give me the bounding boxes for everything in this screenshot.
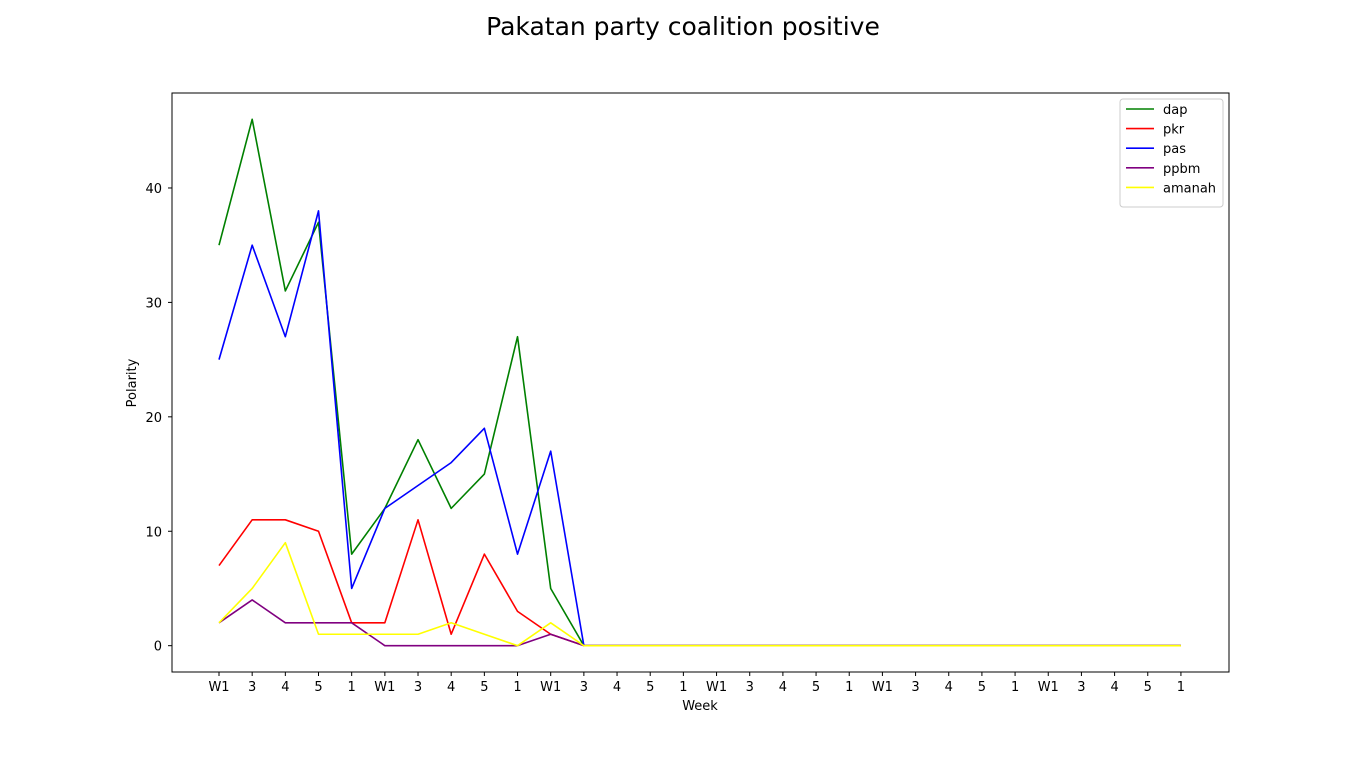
x-tick-label: 5	[978, 680, 986, 695]
legend-box	[1119, 98, 1224, 208]
x-tick-label: 1	[845, 680, 853, 695]
y-axis-label: Polarity	[125, 358, 140, 407]
x-tick-label: 3	[1077, 680, 1085, 695]
x-tick-label: 1	[679, 680, 687, 695]
legend-label-pas: pas	[1163, 142, 1186, 157]
x-tick-label: W1	[540, 680, 561, 695]
plot-area	[218, 118, 1181, 647]
y-axis: 0 10 20 30 40	[145, 182, 172, 655]
x-tick-label: 5	[812, 680, 820, 695]
x-tick-label: 4	[447, 680, 455, 695]
x-tick-label: 5	[480, 680, 488, 695]
x-tick-label: W1	[208, 680, 229, 695]
x-tick-label: 4	[779, 680, 787, 695]
x-tick-label: 5	[646, 680, 654, 695]
x-tick-label: 1	[513, 680, 521, 695]
series-line-amanah	[218, 541, 1181, 647]
plot-frame	[171, 92, 1230, 673]
series-line-dap	[218, 118, 1181, 647]
legend-label-ppbm: ppbm	[1163, 162, 1200, 177]
x-tick-label: W1	[1038, 680, 1059, 695]
y-tick-label: 10	[145, 525, 162, 540]
x-tick-label: 5	[1144, 680, 1152, 695]
y-tick-label: 40	[145, 182, 162, 197]
x-tick-label: W1	[706, 680, 727, 695]
x-tick-label: W1	[872, 680, 893, 695]
x-tick-label: 4	[281, 680, 289, 695]
x-tick-label: 1	[1177, 680, 1185, 695]
chart-title: Pakatan party coalition positive	[486, 12, 880, 41]
x-tick-label: 4	[1110, 680, 1118, 695]
x-tick-label: 1	[1011, 680, 1019, 695]
x-tick-label: W1	[374, 680, 395, 695]
x-tick-label: 3	[248, 680, 256, 695]
series-line-pas	[218, 210, 1181, 647]
x-tick-label: 1	[348, 680, 356, 695]
y-tick-label: 20	[145, 411, 162, 426]
legend-label-amanah: amanah	[1163, 181, 1216, 196]
legend-label-dap: dap	[1163, 103, 1187, 118]
x-tick-label: 5	[314, 680, 322, 695]
x-axis: W1 3 4 5 1 W1 3 4 5 1 W1 3 4 5 1 W1 3 4 5 1 W1 3 4 5 1 W1 3 4 5 1	[208, 672, 1185, 695]
x-tick-label: 3	[746, 680, 754, 695]
legend: dap pkr pas ppbm amanah	[1119, 98, 1224, 208]
x-axis-label: Week	[682, 699, 718, 714]
x-tick-label: 3	[414, 680, 422, 695]
y-tick-label: 30	[145, 296, 162, 311]
x-tick-label: 4	[945, 680, 953, 695]
y-tick-label: 0	[154, 640, 162, 655]
x-tick-label: 3	[580, 680, 588, 695]
x-tick-label: 4	[613, 680, 621, 695]
legend-label-pkr: pkr	[1163, 123, 1185, 138]
x-tick-label: 3	[911, 680, 919, 695]
